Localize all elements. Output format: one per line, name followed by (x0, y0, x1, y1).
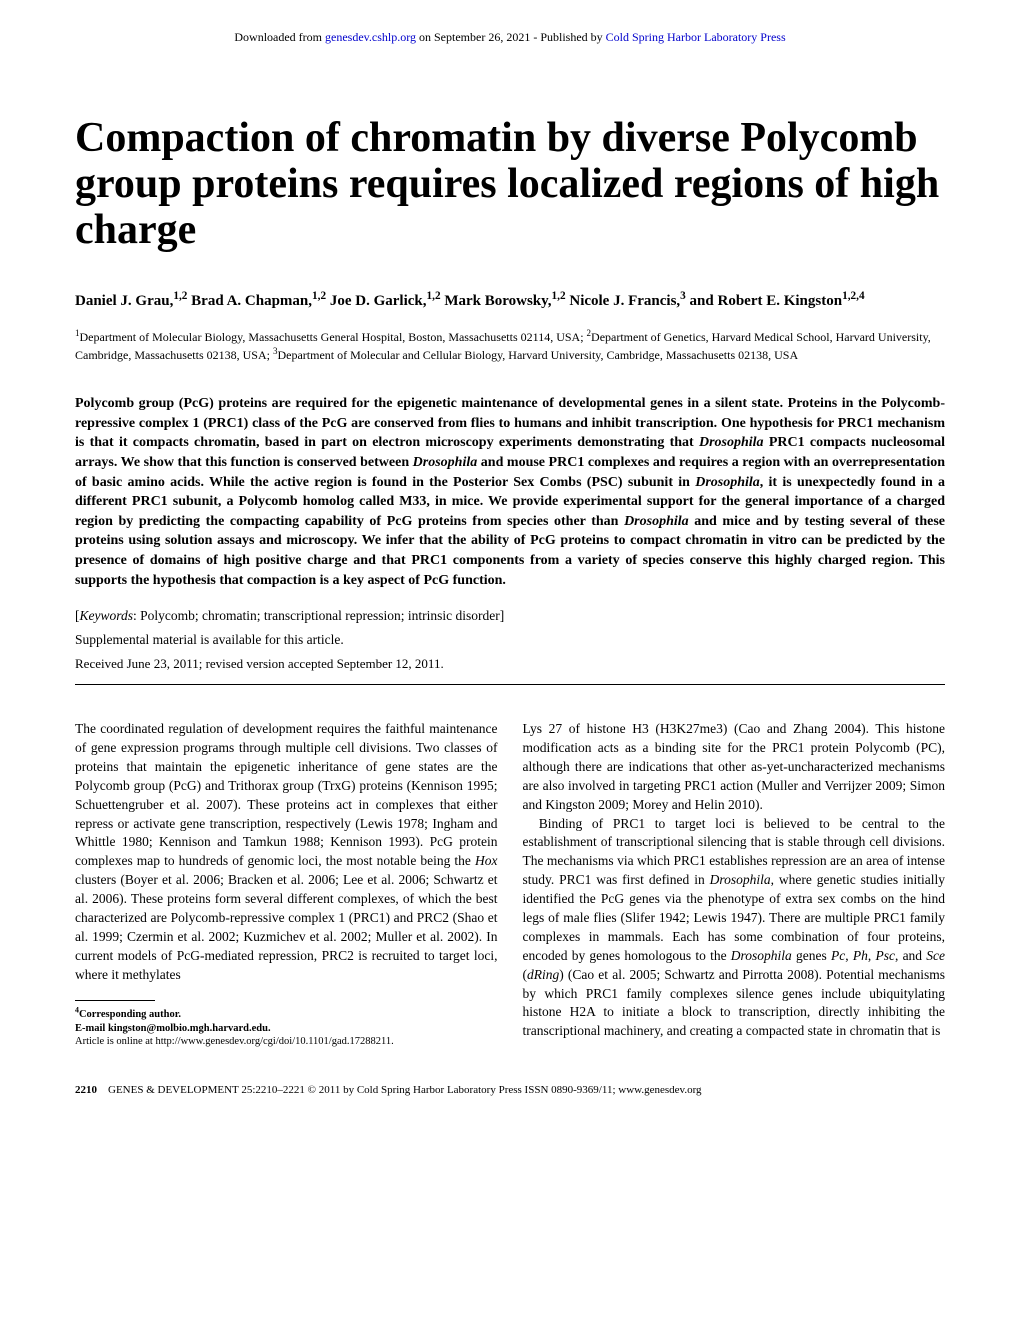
abstract: Polycomb group (PcG) proteins are requir… (75, 394, 945, 590)
page-container: Downloaded from genesdev.cshlp.org on Se… (0, 0, 1020, 1126)
keywords-label: Keywords (80, 608, 134, 623)
body-para-1: The coordinated regulation of developmen… (75, 720, 498, 984)
body-para-3: Binding of PRC1 to target loci is believ… (523, 815, 946, 1042)
article-online-link: Article is online at http://www.genesdev… (75, 1035, 498, 1049)
received-dates: Received June 23, 2011; revised version … (75, 656, 945, 672)
corresponding-email: E-mail kingston@molbio.mgh.harvard.edu. (75, 1022, 498, 1036)
corresponding-label: Corresponding author. (79, 1009, 181, 1020)
affiliations: 1Department of Molecular Biology, Massac… (75, 327, 945, 365)
authors-line: Daniel J. Grau,1,2 Brad A. Chapman,1,2 J… (75, 289, 945, 312)
download-link-source[interactable]: genesdev.cshlp.org (325, 30, 416, 44)
page-footer: 2210 GENES & DEVELOPMENT 25:2210–2221 © … (75, 1084, 945, 1096)
download-prefix: Downloaded from (234, 30, 325, 44)
journal-info: GENES & DEVELOPMENT 25:2210–2221 © 2011 … (108, 1084, 702, 1096)
corresponding-author: 4Corresponding author. (75, 1006, 498, 1022)
page-number: 2210 (75, 1084, 97, 1096)
footnote-block: 4Corresponding author. E-mail kingston@m… (75, 1006, 498, 1049)
keywords-line: [Keywords: Polycomb; chromatin; transcri… (75, 608, 945, 624)
supplemental-note: Supplemental material is available for t… (75, 632, 945, 648)
article-title: Compaction of chromatin by diverse Polyc… (75, 115, 945, 254)
download-link-publisher[interactable]: Cold Spring Harbor Laboratory Press (606, 30, 786, 44)
column-right: Lys 27 of histone H3 (H3K27me3) (Cao and… (523, 720, 946, 1049)
body-para-2: Lys 27 of histone H3 (H3K27me3) (Cao and… (523, 720, 946, 814)
download-mid: on September 26, 2021 - Published by (416, 30, 606, 44)
keywords-text: Polycomb; chromatin; transcriptional rep… (140, 608, 500, 623)
footnote-separator (75, 1000, 155, 1001)
download-header: Downloaded from genesdev.cshlp.org on Se… (75, 30, 945, 45)
body-columns: The coordinated regulation of developmen… (75, 720, 945, 1049)
column-left: The coordinated regulation of developmen… (75, 720, 498, 1049)
section-divider (75, 684, 945, 685)
